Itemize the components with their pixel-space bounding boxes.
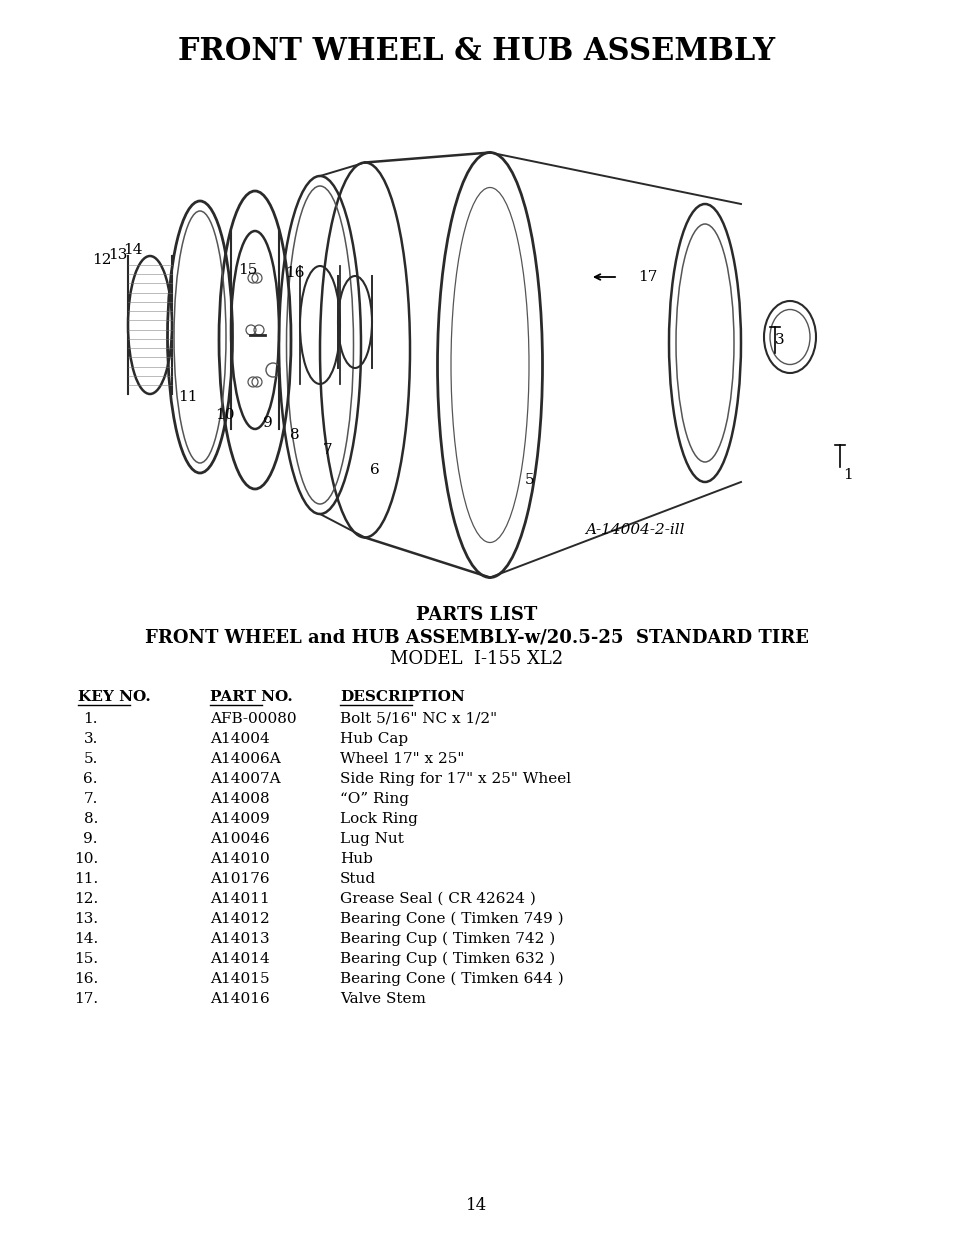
Text: Stud: Stud (339, 872, 375, 885)
Text: 13.: 13. (73, 911, 98, 926)
Text: 8.: 8. (84, 811, 98, 826)
Text: 1: 1 (842, 468, 852, 482)
Text: Bolt 5/16" NC x 1/2": Bolt 5/16" NC x 1/2" (339, 713, 497, 726)
Text: 16: 16 (285, 266, 304, 280)
Text: A14008: A14008 (210, 792, 270, 806)
Text: 16.: 16. (73, 972, 98, 986)
Text: Bearing Cone ( Timken 749 ): Bearing Cone ( Timken 749 ) (339, 911, 563, 926)
Text: 17.: 17. (73, 992, 98, 1007)
Text: Side Ring for 17" x 25" Wheel: Side Ring for 17" x 25" Wheel (339, 772, 571, 785)
Text: A14004: A14004 (210, 732, 270, 746)
Text: 12: 12 (92, 253, 112, 267)
Text: 15: 15 (238, 263, 257, 277)
Text: A14011: A14011 (210, 892, 270, 906)
Text: Wheel 17" x 25": Wheel 17" x 25" (339, 752, 464, 766)
Text: 17: 17 (638, 270, 657, 284)
Text: 10.: 10. (73, 852, 98, 866)
Text: 12.: 12. (73, 892, 98, 906)
Text: PART NO.: PART NO. (210, 690, 293, 704)
Text: PARTS LIST: PARTS LIST (416, 606, 537, 624)
Text: 15.: 15. (73, 952, 98, 966)
Text: 7.: 7. (84, 792, 98, 806)
Text: Lug Nut: Lug Nut (339, 832, 403, 846)
Text: 13: 13 (109, 248, 128, 262)
Text: A14013: A14013 (210, 932, 270, 946)
Text: 14: 14 (123, 243, 143, 257)
Text: A-14004-2-ill: A-14004-2-ill (584, 522, 684, 537)
Text: Bearing Cup ( Timken 742 ): Bearing Cup ( Timken 742 ) (339, 931, 555, 946)
Text: AFB-00080: AFB-00080 (210, 713, 296, 726)
Text: A14016: A14016 (210, 992, 270, 1007)
Text: Bearing Cup ( Timken 632 ): Bearing Cup ( Timken 632 ) (339, 952, 555, 966)
Text: Valve Stem: Valve Stem (339, 992, 425, 1007)
Text: 3: 3 (775, 333, 784, 347)
Text: 9: 9 (263, 416, 273, 430)
Text: 7: 7 (323, 443, 333, 457)
Text: Grease Seal ( CR 42624 ): Grease Seal ( CR 42624 ) (339, 892, 536, 906)
Text: 8: 8 (290, 429, 299, 442)
Text: A14006A: A14006A (210, 752, 280, 766)
Text: A14015: A14015 (210, 972, 270, 986)
Text: 14: 14 (466, 1197, 487, 1214)
Text: 9.: 9. (84, 832, 98, 846)
Text: A14014: A14014 (210, 952, 270, 966)
Text: 6.: 6. (84, 772, 98, 785)
Text: 11: 11 (178, 390, 197, 404)
Text: 6: 6 (370, 463, 379, 477)
Text: A10176: A10176 (210, 872, 270, 885)
Text: A14009: A14009 (210, 811, 270, 826)
Text: Hub: Hub (339, 852, 373, 866)
Text: FRONT WHEEL & HUB ASSEMBLY: FRONT WHEEL & HUB ASSEMBLY (178, 37, 775, 68)
Text: Bearing Cone ( Timken 644 ): Bearing Cone ( Timken 644 ) (339, 972, 563, 987)
Text: 1.: 1. (84, 713, 98, 726)
Text: Hub Cap: Hub Cap (339, 732, 408, 746)
Text: “O” Ring: “O” Ring (339, 792, 409, 806)
Text: A10046: A10046 (210, 832, 270, 846)
Text: Lock Ring: Lock Ring (339, 811, 417, 826)
Text: A14010: A14010 (210, 852, 270, 866)
Text: 5: 5 (525, 473, 535, 487)
Text: 5.: 5. (84, 752, 98, 766)
Text: DESCRIPTION: DESCRIPTION (339, 690, 464, 704)
Text: 3.: 3. (84, 732, 98, 746)
Text: 11.: 11. (73, 872, 98, 885)
Text: 10: 10 (215, 408, 234, 422)
Text: A14012: A14012 (210, 911, 270, 926)
Text: KEY NO.: KEY NO. (78, 690, 151, 704)
Text: A14007A: A14007A (210, 772, 280, 785)
Text: FRONT WHEEL and HUB ASSEMBLY-w/20.5-25  STANDARD TIRE: FRONT WHEEL and HUB ASSEMBLY-w/20.5-25 S… (145, 629, 808, 646)
Text: MODEL  I-155 XL2: MODEL I-155 XL2 (390, 650, 563, 668)
Text: 14.: 14. (73, 932, 98, 946)
